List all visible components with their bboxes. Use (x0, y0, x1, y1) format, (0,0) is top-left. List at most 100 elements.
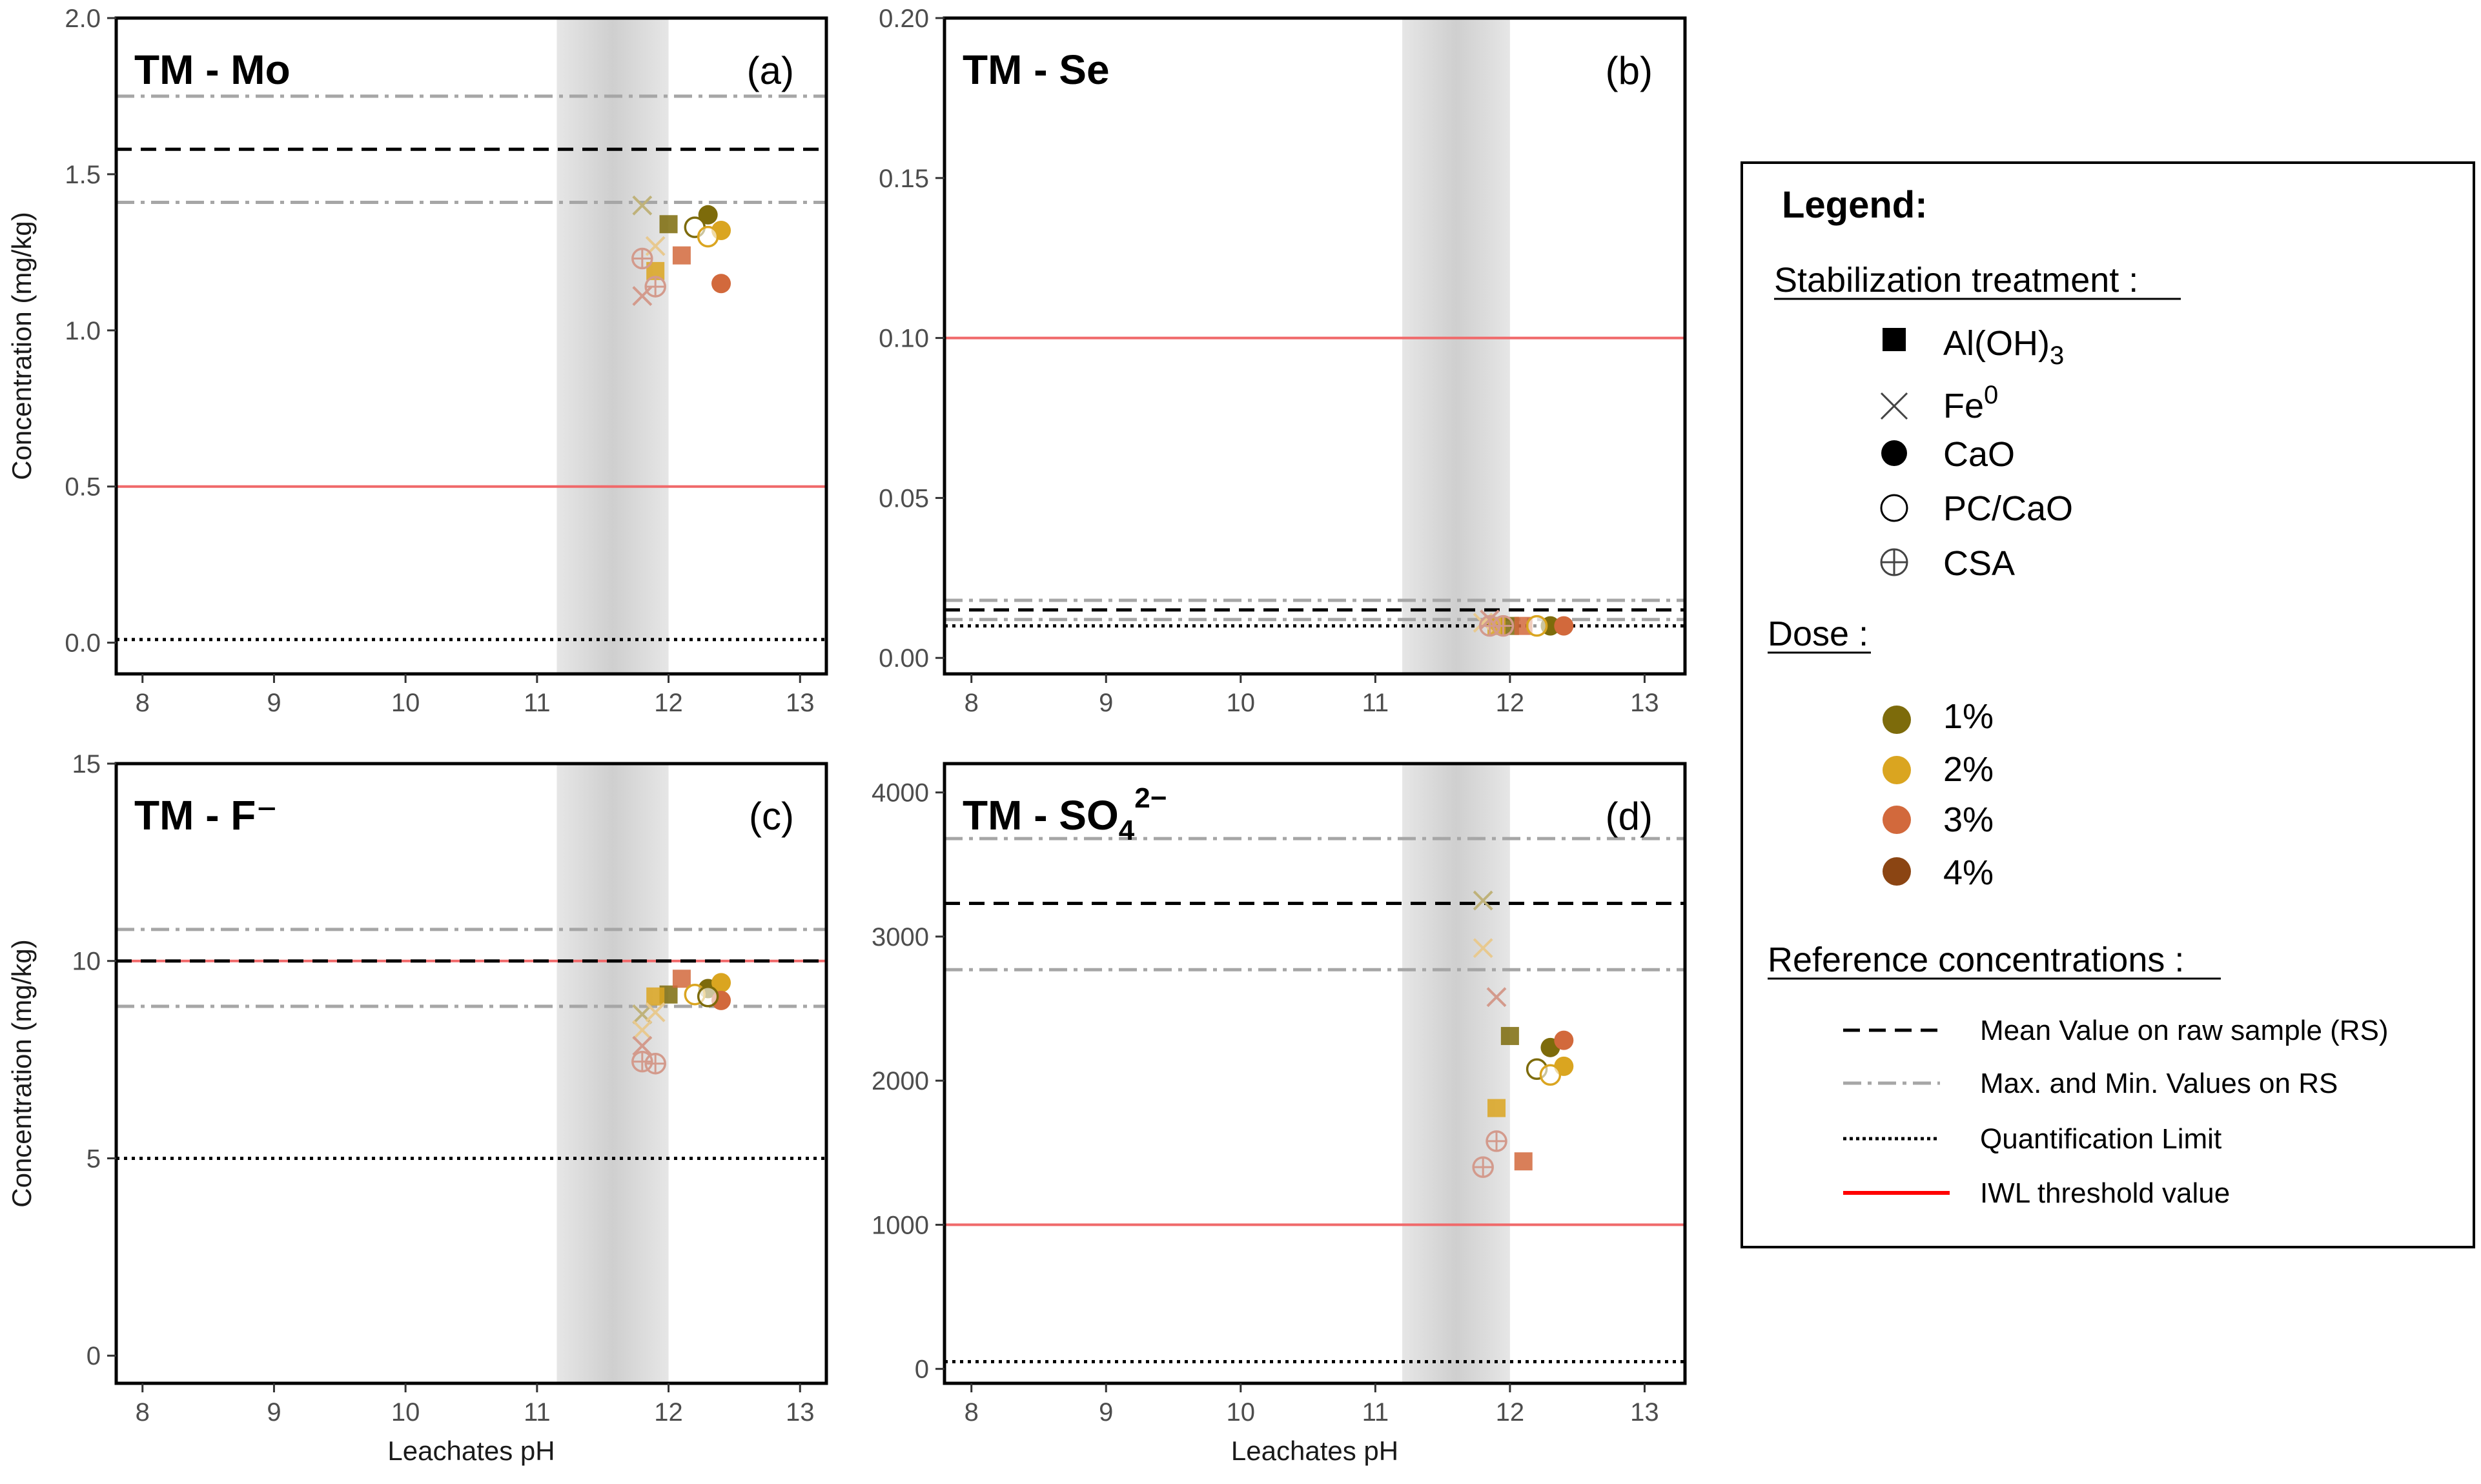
legend-open-circle-marker (1880, 494, 1908, 522)
y-tick-label: 0 (915, 1356, 929, 1384)
legend-dose-marker (1883, 806, 1911, 834)
data-point-cross (645, 1002, 666, 1022)
plot-frame (114, 762, 828, 1385)
title-superscript: 2− (1134, 782, 1167, 814)
legend-dose-4: 4% (1883, 853, 1994, 892)
legend-reference-label: IWL threshold value (1980, 1177, 2230, 1209)
legend-treatment-crossed-circle: CSA (1880, 544, 2015, 583)
data-point-square (1500, 1026, 1519, 1045)
legend-reference-heading: Reference concentrations : (1768, 940, 2184, 979)
x-tick-label: 11 (1362, 1398, 1389, 1427)
legend-treatment-circle: CaO (1881, 435, 2015, 474)
data-point-circle (1554, 1030, 1574, 1050)
data-point-crossed-circle (1472, 1156, 1494, 1178)
y-axis-title: Concentration (mg/kg) (6, 212, 37, 480)
data-point-square (646, 987, 665, 1006)
plot-background (944, 18, 1685, 674)
y-tick-label: 0.5 (65, 473, 101, 502)
cross-stroke (632, 195, 653, 216)
data-point-crossed-circle (631, 247, 653, 270)
x-tick-label: 13 (786, 1398, 815, 1427)
legend-treatment-heading: Stabilization treatment : (1774, 261, 2138, 300)
legend-dose-1: 1% (1883, 697, 1994, 736)
panel-letter: (a) (747, 49, 794, 92)
x-tick-label: 10 (391, 689, 420, 717)
data-points (631, 970, 731, 1075)
y-tick-label: 2000 (872, 1067, 929, 1095)
data-point-circle (711, 973, 731, 993)
x-tick-label: 11 (1362, 689, 1389, 717)
data-point-crossed-circle (1486, 1130, 1507, 1152)
ph-range-band (556, 764, 669, 1383)
x-tick-label: 12 (654, 1398, 683, 1427)
y-tick-label: 0.15 (879, 165, 929, 193)
y-tick-label: 0.10 (879, 325, 929, 353)
x-axis-title: Leachates pH (1231, 1436, 1398, 1466)
legend-treatment-label: CSA (1943, 544, 2015, 583)
y-tick-label: 1000 (872, 1211, 929, 1239)
y-tick-label: 15 (72, 750, 101, 778)
data-point-crossed-circle (1492, 615, 1515, 637)
x-tick-label: 8 (136, 689, 150, 717)
x-tick-label: 9 (267, 1398, 281, 1427)
data-point-cross (632, 1020, 653, 1041)
legend-treatment-cross: Fe0 (1880, 381, 1998, 425)
x-tick-label: 11 (524, 689, 551, 717)
data-point-crossed-circle (631, 1050, 653, 1073)
x-tick-label: 13 (1630, 1398, 1659, 1427)
cross-stroke (1486, 987, 1507, 1008)
y-tick-label: 2.0 (65, 5, 101, 33)
legend-treatment-label: CaO (1943, 435, 2015, 474)
legend-square-marker (1883, 328, 1906, 351)
panel-letter: (b) (1606, 49, 1653, 92)
data-point-cross (1486, 987, 1507, 1008)
data-point-circle (1554, 616, 1574, 636)
legend-treatment-label: PC/CaO (1943, 489, 2073, 528)
data-point-square (672, 970, 691, 988)
y-axis-title: Concentration (mg/kg) (6, 939, 37, 1208)
data-point-square (1514, 1152, 1533, 1171)
panel-letter: (d) (1606, 795, 1653, 838)
legend-treatment-open-circle: PC/CaO (1880, 489, 2073, 528)
x-tick-label: 8 (136, 1398, 150, 1427)
cross-stroke (632, 1004, 653, 1024)
legend-dose-label: 4% (1943, 853, 1994, 892)
legend-circle-marker (1881, 440, 1907, 466)
data-point-open-circle (697, 225, 719, 248)
legend-reference-label: Mean Value on raw sample (RS) (1980, 1015, 2389, 1046)
legend-ref-iwl: IWL threshold value (1843, 1177, 2230, 1209)
y-tick-label: 1.0 (65, 317, 101, 345)
x-tick-label: 9 (1099, 1398, 1113, 1427)
data-point-open-circle (1526, 615, 1548, 637)
legend-ref-quant: Quantification Limit (1843, 1123, 2221, 1155)
panel-a: 8 9 10 11 12 13 0.0 0.5 1.0 1.5 2.0 TM - Mo (a) Conce… (6, 5, 828, 717)
x-tick-label: 9 (1099, 689, 1113, 717)
legend-reference-label: Quantification Limit (1980, 1123, 2221, 1155)
legend-dose-heading: Dose : (1768, 615, 1868, 653)
x-axis-title: Leachates pH (387, 1436, 555, 1466)
cross-stroke (632, 1035, 653, 1056)
x-tick-label: 10 (391, 1398, 420, 1427)
y-tick-label: 0.0 (65, 629, 101, 658)
legend-cross-marker-b (1880, 392, 1908, 420)
ph-range-band (556, 18, 669, 674)
y-tick-label: 1.5 (65, 161, 101, 189)
plot-background (116, 764, 826, 1383)
legend-treatment-label: Al(OH)3 (1943, 324, 2064, 370)
x-tick-label: 8 (965, 689, 979, 717)
data-point-cross (632, 286, 653, 307)
legend-box (1741, 161, 2475, 1248)
data-point-square (672, 246, 691, 265)
data-point-circle (711, 274, 731, 294)
x-tick-label: 10 (1227, 689, 1256, 717)
plot-frame (943, 762, 1687, 1385)
legend: Legend: Stabilization treatment : Al(OH)… (1741, 161, 2475, 1248)
data-point-cross (632, 195, 653, 216)
data-point-open-circle (1539, 1064, 1562, 1086)
x-tick-label: 9 (267, 689, 281, 717)
y-tick-label: 5 (87, 1144, 101, 1173)
data-point-circle (698, 205, 718, 225)
cross-stroke (645, 1002, 666, 1022)
